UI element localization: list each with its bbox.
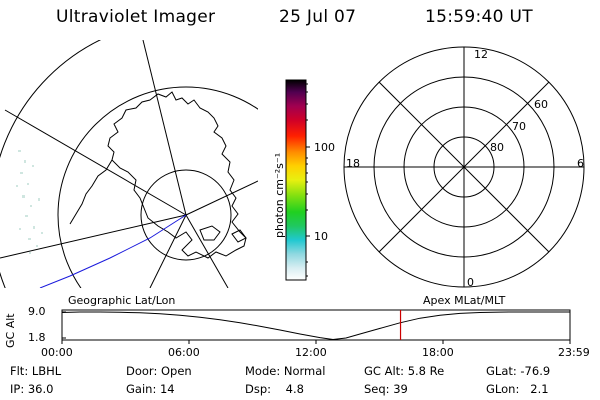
latitude-circles — [0, 40, 258, 288]
info-gain: Gain: 14 — [126, 382, 175, 396]
info-glon: GLon: 2.1 — [486, 382, 549, 396]
coastline-island — [199, 225, 221, 241]
mlat-label-80: 80 — [490, 141, 504, 154]
timeline-ytick-label: 1.8 — [28, 331, 46, 344]
polar-ring-60 — [373, 76, 555, 258]
latitude-circle-inner — [140, 169, 232, 261]
colorbar-tick-label-10: 10 — [314, 230, 328, 243]
latitude-circle-outer — [0, 40, 102, 288]
info-mode: Mode: Normal — [245, 364, 326, 378]
instrument-title: Ultraviolet Imager — [56, 7, 216, 27]
mlt-label-18: 18 — [346, 157, 360, 170]
orbit-track — [39, 214, 187, 288]
timeline-ytick-label: 9.0 — [28, 305, 46, 318]
timeline-xticks — [61, 340, 571, 344]
mlt-label-6: 6 — [577, 157, 584, 170]
info-gc-alt: GC Alt: 5.8 Re — [364, 364, 445, 378]
timeline-right-caption: Apex MLat/MLT — [423, 294, 506, 307]
info-glat: GLat: -76.9 — [486, 364, 551, 378]
info-dsp: Dsp: 4.8 — [245, 382, 304, 396]
polar-ring-80 — [433, 136, 495, 198]
mlt-label-0: 0 — [467, 276, 474, 289]
longitude-line — [4, 109, 187, 216]
longitude-line — [149, 214, 187, 288]
timeline-xtick-label: 18:00 — [422, 346, 454, 359]
coastline-peninsula — [69, 159, 113, 225]
longitude-line — [142, 40, 187, 216]
colorbar-tick-label-100: 100 — [314, 141, 335, 154]
colorbar-unit-label: photon cm⁻²s⁻¹ — [273, 152, 286, 238]
longitude-line — [185, 180, 258, 216]
coastline-island — [231, 229, 247, 243]
faint-aurora-speckle — [16, 150, 43, 254]
time-label: 15:59:40 UT — [425, 7, 533, 27]
polar-ring-50 — [343, 46, 585, 288]
colorbar — [285, 79, 310, 281]
timeline-xtick-label: 12:00 — [295, 346, 327, 359]
timeline-plot — [61, 309, 571, 344]
info-ip: IP: 36.0 — [10, 382, 54, 396]
polar-ring-70 — [403, 106, 525, 228]
coastline — [107, 91, 247, 259]
info-seq: Seq: 39 — [364, 382, 408, 396]
timeline-left-caption: Geographic Lat/Lon — [68, 294, 176, 307]
polar-plot — [343, 46, 585, 288]
gc-alt-curve — [61, 311, 570, 341]
geographic-map — [0, 40, 258, 288]
timeline-y-axis-label: GC Alt — [4, 313, 17, 348]
longitude-line — [185, 214, 229, 288]
info-door: Door: Open — [126, 364, 192, 378]
info-filter: Flt: LBHL — [10, 364, 62, 378]
mlt-diagonal — [378, 81, 550, 253]
mlt-label-12: 12 — [474, 48, 488, 61]
mlat-label-60: 60 — [534, 98, 548, 111]
longitude-line — [0, 214, 187, 259]
timeline-xtick-label: 23:59 — [558, 346, 590, 359]
colorbar-ticks — [306, 83, 310, 277]
mlat-label-70: 70 — [512, 120, 526, 133]
timeline-xtick-label: 00:00 — [41, 346, 73, 359]
timeline-frame — [61, 309, 571, 341]
timeline-xtick-label: 06:00 — [168, 346, 200, 359]
colorbar-gradient — [285, 79, 307, 281]
longitude-lines — [0, 40, 258, 288]
latitude-circle-middle — [57, 86, 258, 288]
date-label: 25 Jul 07 — [279, 7, 357, 27]
